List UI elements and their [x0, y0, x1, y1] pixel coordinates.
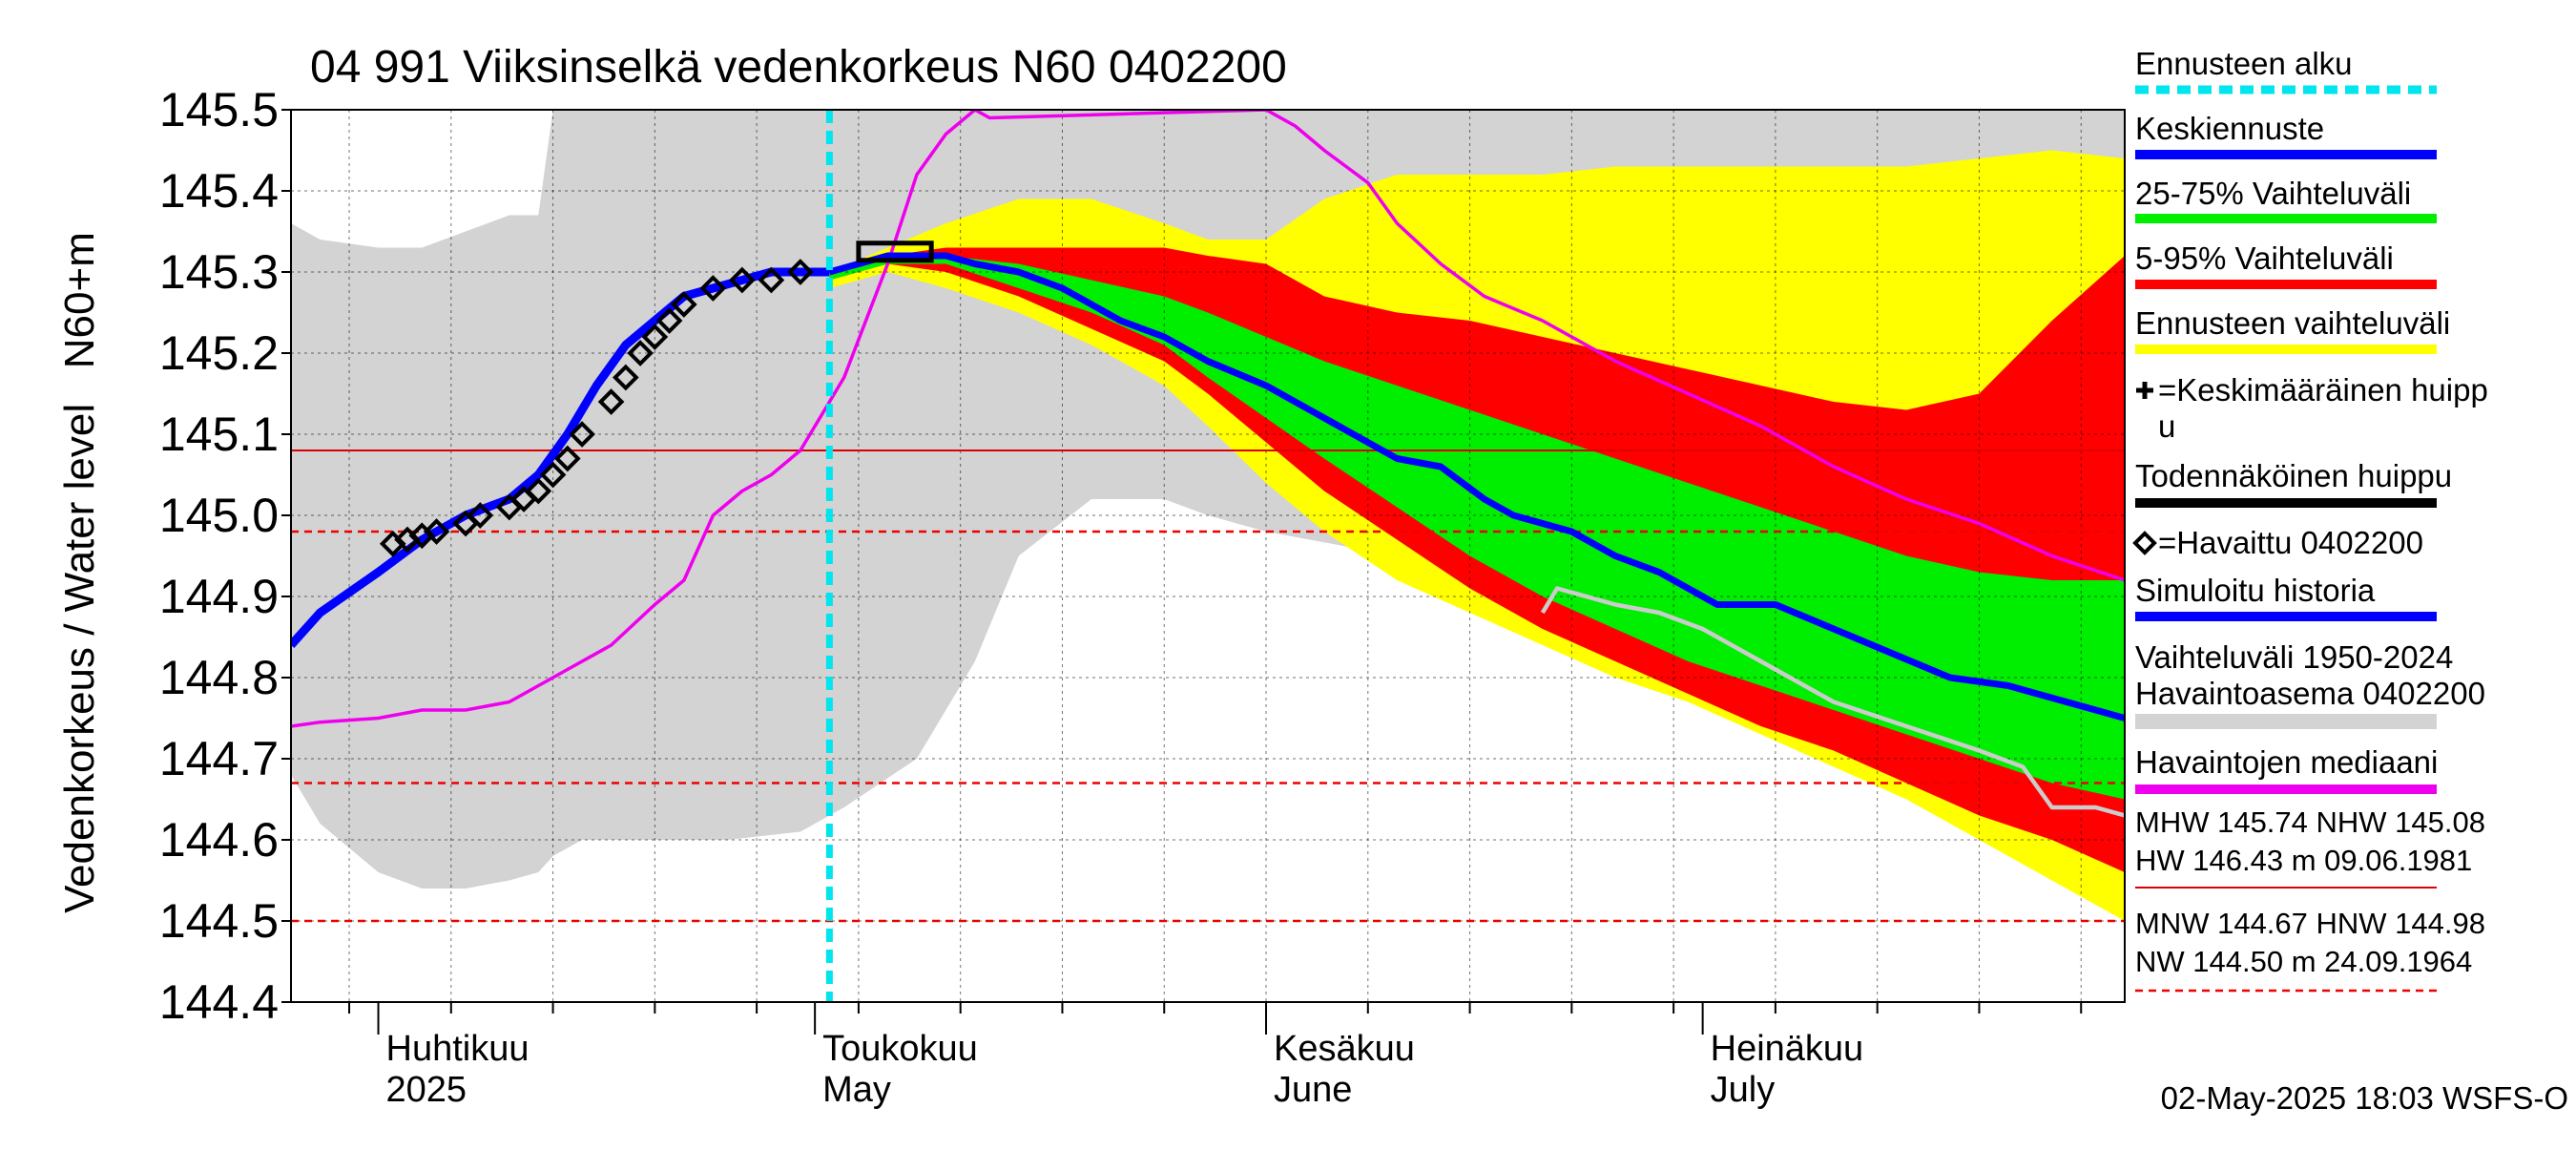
- legend-label-cont: u: [2158, 408, 2175, 444]
- observed-point: [671, 291, 697, 318]
- x-month-label: Huhtikuu: [386, 1029, 530, 1069]
- plot-bands: [291, 110, 2125, 921]
- stats-high-line2: HW 146.43 m 09.06.1981: [2135, 844, 2472, 877]
- observed-point: [758, 266, 785, 294]
- observed-point: [525, 477, 552, 505]
- probable-peak-box: [856, 240, 934, 263]
- x-month-label: Toukokuu: [822, 1029, 978, 1069]
- y-tick-label: 145.5: [159, 83, 279, 136]
- stats-low-line2: NW 144.50 m 24.09.1964: [2135, 945, 2472, 978]
- observed-point: [539, 461, 567, 489]
- y-tick-label: 144.5: [159, 894, 279, 948]
- legend-label: Ennusteen alku: [2135, 46, 2353, 81]
- x-month-label-en: 2025: [386, 1070, 467, 1110]
- plot-frame: [290, 109, 2126, 1003]
- observed-point: [613, 364, 639, 391]
- y-tick-label: 144.7: [159, 732, 279, 785]
- y-tick-label: 145.2: [159, 326, 279, 380]
- y-tick-label: 145.3: [159, 245, 279, 299]
- legend-plus-icon: [2136, 382, 2153, 399]
- legend-label: 25-75% Vaihteluväli: [2135, 176, 2411, 211]
- y-tick-label: 144.6: [159, 813, 279, 867]
- legend-diamond-icon: [2132, 531, 2157, 555]
- legend-label-cont: Havaintoasema 0402200: [2135, 676, 2485, 711]
- observed-point: [467, 502, 494, 529]
- observed-point: [423, 518, 450, 545]
- observed-point: [553, 445, 581, 472]
- legend-label: Vaihteluväli 1950-2024: [2135, 639, 2453, 675]
- plot-markers: [379, 110, 934, 1002]
- observed-point: [597, 388, 625, 415]
- y-tick-label: 145.0: [159, 489, 279, 542]
- legend-label: Ennusteen vaihteluväli: [2135, 305, 2450, 341]
- gray-continuation-line: [1540, 586, 2125, 818]
- band-25-75-vaihteluv-li: [829, 256, 2125, 800]
- y-axis-label: Vedenkorkeus / Water level N60+m: [56, 232, 103, 913]
- footer-timestamp: 02-May-2025 18:03 WSFS-O: [2161, 1080, 2568, 1116]
- plot-grid: [291, 110, 2125, 1002]
- observed-point: [699, 275, 727, 302]
- stats-low-line1: MNW 144.67 HNW 144.98: [2135, 907, 2485, 940]
- legend-label: 5-95% Vaihteluväli: [2135, 240, 2394, 276]
- x-month-label-en: June: [1274, 1070, 1352, 1110]
- observed-point: [627, 340, 654, 366]
- chart-title: 04 991 Viiksinselkä vedenkorkeus N60 040…: [310, 42, 1287, 93]
- x-month-label-en: July: [1711, 1070, 1776, 1110]
- y-tick-label: 145.4: [159, 164, 279, 218]
- x-month-label: Kesäkuu: [1274, 1029, 1415, 1069]
- y-tick-label: 144.9: [159, 570, 279, 623]
- legend: Ennusteen alku Keskiennuste 25-75% Vaihtel…: [2132, 46, 2488, 993]
- observed-point: [569, 421, 595, 448]
- observed-point: [787, 259, 814, 285]
- y-tick-label: 145.1: [159, 408, 279, 461]
- legend-label: Todennäköinen huippu: [2135, 458, 2452, 493]
- mean-forecast-line: [828, 252, 2125, 721]
- stats-high-line1: MHW 145.74 NHW 145.08: [2135, 805, 2485, 839]
- legend-label: Havaintojen mediaani: [2135, 744, 2438, 780]
- observed-point: [655, 307, 683, 334]
- y-axis: 144.4 144.5 144.6 144.7 144.8 144.9 145.0 145.1…: [159, 83, 291, 1029]
- legend-label: =Havaittu 0402200: [2158, 525, 2423, 560]
- legend-label: Simuloitu historia: [2135, 573, 2376, 608]
- observed-point: [641, 324, 669, 350]
- observed-point: [729, 266, 756, 294]
- x-month-label-en: May: [822, 1070, 891, 1110]
- median-line: [291, 110, 2125, 728]
- x-month-label: Heinäkuu: [1711, 1029, 1864, 1069]
- y-tick-label: 144.8: [159, 651, 279, 704]
- legend-label: =Keskimääräinen huipp: [2158, 372, 2488, 408]
- y-tick-label: 144.4: [159, 975, 279, 1029]
- band-5-95-vaihteluv-li: [829, 247, 2125, 872]
- legend-label: Keskiennuste: [2135, 111, 2324, 146]
